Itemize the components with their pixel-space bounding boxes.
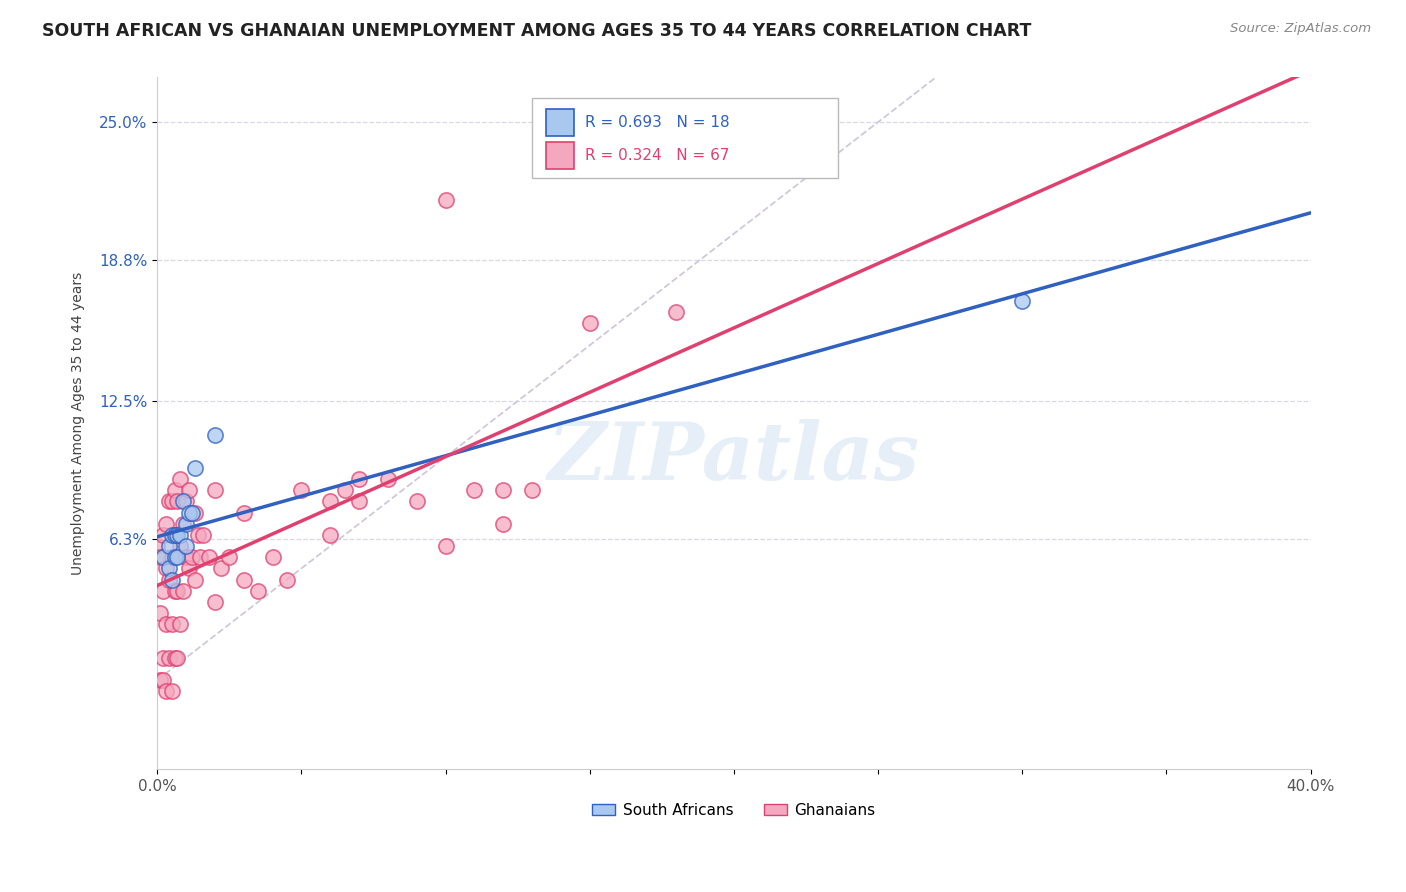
Point (160, 528, 183, 542)
Point (152, 650, 174, 665)
Point (347, 472, 370, 486)
Point (157, 494, 180, 508)
Point (174, 494, 197, 508)
Point (177, 483, 200, 498)
Point (347, 494, 370, 508)
Point (152, 583, 174, 598)
Point (166, 583, 188, 598)
Point (160, 684, 183, 698)
Y-axis label: Unemployment Among Ages 35 to 44 years: Unemployment Among Ages 35 to 44 years (72, 272, 86, 575)
Point (149, 606, 172, 620)
Point (290, 483, 312, 498)
FancyBboxPatch shape (546, 109, 574, 136)
Point (262, 550, 284, 565)
Point (163, 550, 186, 565)
Point (174, 516, 197, 531)
Point (463, 483, 485, 498)
Point (166, 494, 188, 508)
Point (177, 506, 200, 520)
Point (163, 583, 186, 598)
Text: R = 0.693   N = 18: R = 0.693 N = 18 (585, 115, 730, 130)
Point (172, 494, 194, 508)
Point (152, 673, 174, 687)
Text: R = 0.324   N = 67: R = 0.324 N = 67 (585, 148, 730, 163)
Point (157, 650, 180, 665)
Point (232, 573, 254, 587)
Point (180, 506, 202, 520)
Text: ZIPatlas: ZIPatlas (548, 419, 920, 497)
Point (146, 539, 169, 553)
Point (155, 684, 177, 698)
Point (166, 528, 188, 542)
Point (172, 516, 194, 531)
Point (183, 461, 205, 475)
Point (180, 550, 202, 565)
Point (149, 673, 172, 687)
Point (492, 483, 515, 498)
Point (434, 539, 457, 553)
Point (187, 528, 209, 542)
Point (155, 561, 177, 575)
Point (190, 550, 212, 565)
Point (149, 550, 172, 565)
Point (434, 193, 457, 207)
Point (520, 483, 543, 498)
Point (247, 583, 270, 598)
Point (163, 650, 186, 665)
Point (163, 528, 186, 542)
Point (578, 316, 600, 330)
Text: Source: ZipAtlas.com: Source: ZipAtlas.com (1230, 22, 1371, 36)
Point (333, 483, 356, 498)
Point (157, 539, 180, 553)
Point (276, 573, 298, 587)
Point (183, 506, 205, 520)
Point (157, 573, 180, 587)
Point (155, 516, 177, 531)
Point (172, 583, 194, 598)
Point (163, 483, 186, 498)
Point (218, 550, 240, 565)
Point (193, 528, 215, 542)
Text: SOUTH AFRICAN VS GHANAIAN UNEMPLOYMENT AMONG AGES 35 TO 44 YEARS CORRELATION CHA: SOUTH AFRICAN VS GHANAIAN UNEMPLOYMENT A… (42, 22, 1032, 40)
Point (174, 539, 197, 553)
Point (377, 472, 399, 486)
Point (1011, 293, 1033, 308)
Point (163, 528, 186, 542)
Point (160, 494, 183, 508)
Point (169, 472, 191, 486)
Point (169, 528, 191, 542)
Point (157, 561, 180, 575)
Point (183, 573, 205, 587)
Point (177, 561, 200, 575)
Point (160, 617, 183, 632)
Point (166, 650, 188, 665)
Point (232, 506, 254, 520)
Point (492, 516, 515, 531)
Point (169, 617, 191, 632)
Point (160, 573, 183, 587)
Point (319, 528, 342, 542)
Point (665, 305, 688, 319)
FancyBboxPatch shape (546, 142, 574, 169)
Point (166, 550, 188, 565)
Point (319, 494, 342, 508)
Legend: South Africans, Ghanaians: South Africans, Ghanaians (586, 797, 882, 824)
Point (152, 550, 174, 565)
FancyBboxPatch shape (531, 98, 838, 178)
Point (405, 494, 427, 508)
Point (209, 561, 232, 575)
Point (204, 427, 226, 442)
Point (198, 550, 221, 565)
Point (204, 483, 226, 498)
Point (169, 539, 191, 553)
Point (160, 550, 183, 565)
Point (174, 550, 197, 565)
Point (204, 595, 226, 609)
Point (155, 617, 177, 632)
Point (152, 528, 174, 542)
